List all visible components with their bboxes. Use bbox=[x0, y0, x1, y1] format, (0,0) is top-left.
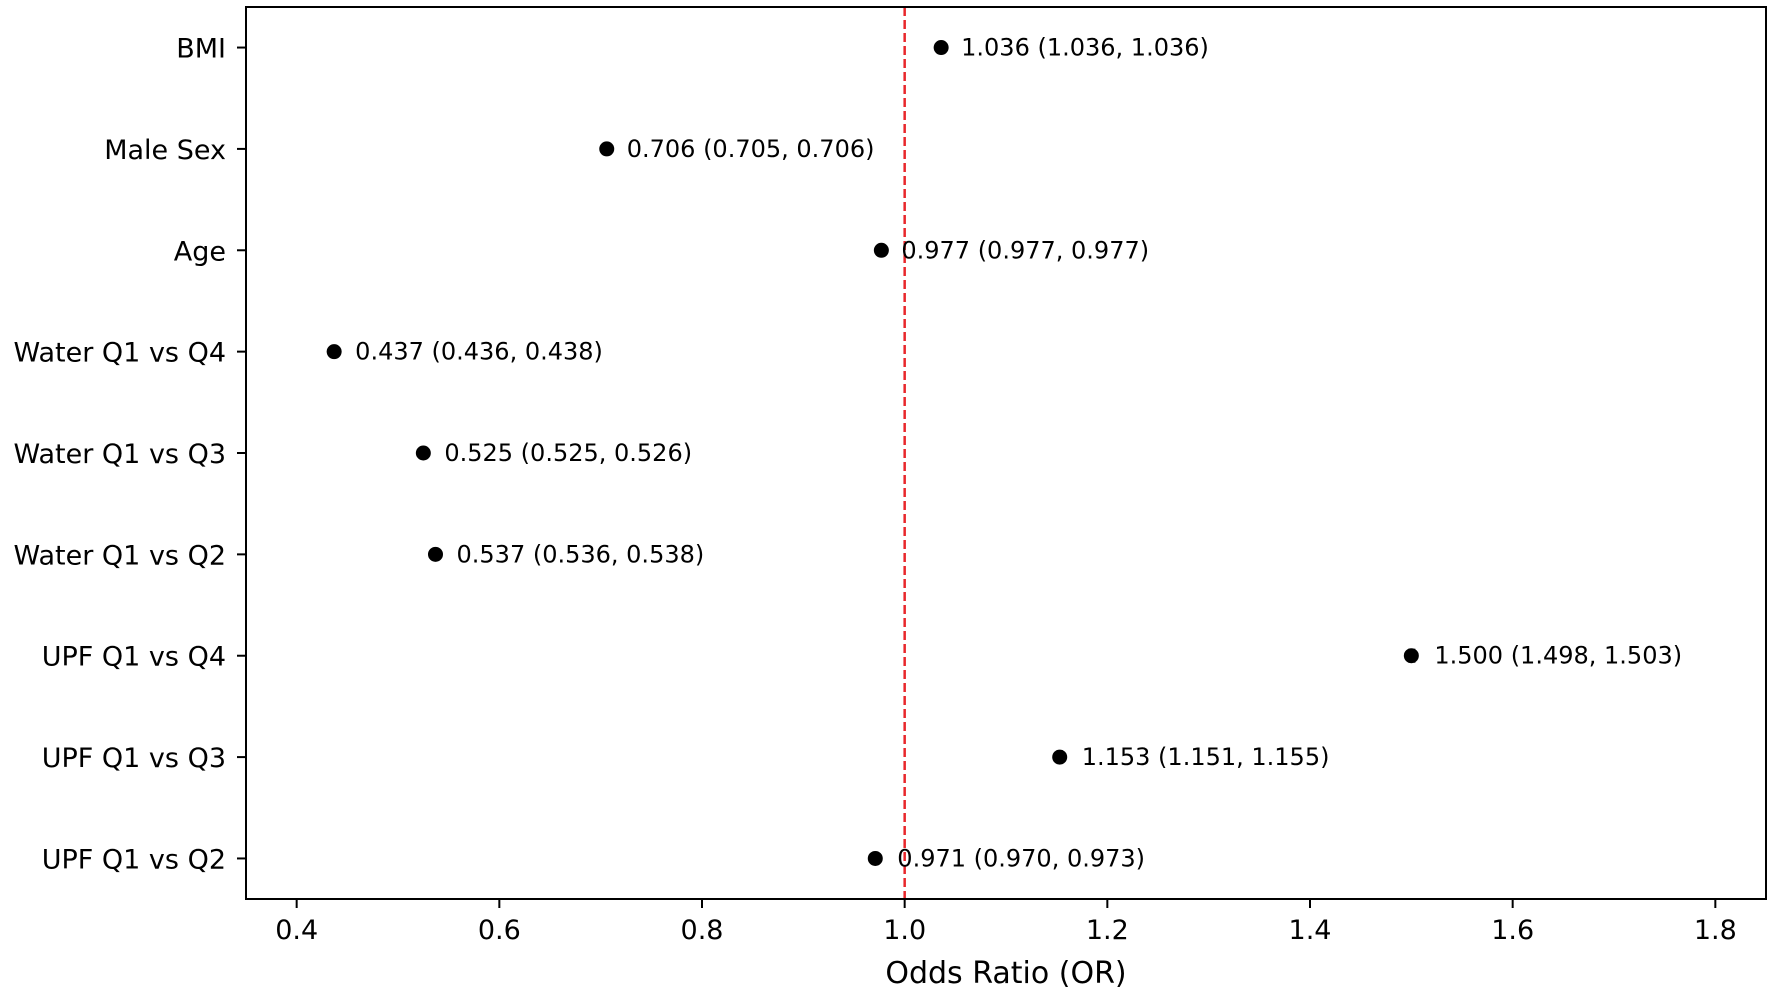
odds-ratio-point bbox=[599, 141, 615, 157]
y-tick-label: UPF Q1 vs Q4 bbox=[42, 642, 226, 673]
data-label: 0.537 (0.536, 0.538) bbox=[457, 540, 705, 568]
data-label: 1.500 (1.498, 1.503) bbox=[1434, 642, 1682, 670]
x-tick-label: 1.6 bbox=[1491, 915, 1534, 946]
y-tick-label: BMI bbox=[176, 34, 226, 65]
data-label: 0.525 (0.525, 0.526) bbox=[444, 439, 692, 467]
odds-ratio-point bbox=[867, 850, 883, 866]
x-tick-label: 1.4 bbox=[1289, 915, 1332, 946]
plot-frame bbox=[245, 6, 1767, 900]
y-tick-label: UPF Q1 vs Q2 bbox=[42, 844, 226, 875]
x-tick-label: 0.6 bbox=[478, 915, 521, 946]
x-tick-label: 1.2 bbox=[1086, 915, 1129, 946]
odds-ratio-point bbox=[415, 445, 431, 461]
data-label: 1.036 (1.036, 1.036) bbox=[961, 34, 1209, 62]
odds-ratio-point bbox=[933, 40, 949, 56]
data-label: 0.977 (0.977, 0.977) bbox=[901, 236, 1149, 264]
x-tick-label: 0.8 bbox=[681, 915, 724, 946]
x-tick-label: 1.8 bbox=[1694, 915, 1737, 946]
y-tick-label: Water Q1 vs Q4 bbox=[14, 338, 226, 369]
y-tick-label: Male Sex bbox=[104, 135, 226, 166]
odds-ratio-point bbox=[1052, 749, 1068, 765]
odds-ratio-point bbox=[1403, 648, 1419, 664]
x-tick-label: 0.4 bbox=[275, 915, 318, 946]
data-label: 0.971 (0.970, 0.973) bbox=[897, 844, 1145, 872]
odds-ratio-point bbox=[427, 546, 443, 562]
odds-ratio-point bbox=[326, 344, 342, 360]
x-axis-label: Odds Ratio (OR) bbox=[885, 956, 1126, 991]
y-tick-label: Water Q1 vs Q3 bbox=[14, 439, 226, 470]
y-tick-label: Age bbox=[174, 236, 226, 267]
data-label: 0.437 (0.436, 0.438) bbox=[355, 338, 603, 366]
data-label: 0.706 (0.705, 0.706) bbox=[627, 135, 875, 163]
x-tick-label: 1.0 bbox=[883, 915, 926, 946]
y-tick-label: Water Q1 vs Q2 bbox=[14, 540, 226, 571]
data-label: 1.153 (1.151, 1.155) bbox=[1082, 743, 1330, 771]
odds-ratio-point bbox=[873, 242, 889, 258]
y-tick-label: UPF Q1 vs Q3 bbox=[42, 743, 226, 774]
